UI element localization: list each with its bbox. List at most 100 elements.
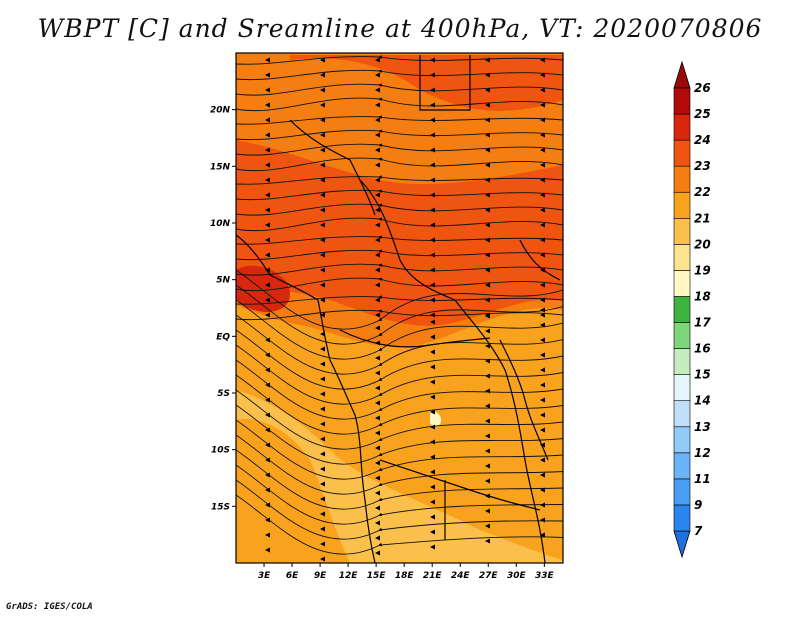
stream-arrow [485, 207, 490, 213]
colorbar-max-triangle [673, 60, 691, 89]
stream-arrow [375, 370, 380, 376]
stream-arrow [485, 102, 490, 108]
stream-arrow [430, 349, 435, 355]
colorbar-label: 21 [694, 211, 711, 225]
stream-arrow [265, 472, 270, 478]
lon-label: 12E [339, 571, 359, 581]
stream-arrow [320, 147, 325, 153]
stream-arrow [265, 237, 270, 243]
colorbar-label: 12 [694, 446, 711, 460]
stream-arrow [320, 87, 325, 93]
stream-arrow [265, 412, 270, 418]
stream-arrow [320, 466, 325, 472]
stream-arrow [320, 192, 325, 198]
stream-arrow [375, 490, 380, 496]
stream-arrow [265, 132, 270, 138]
streamline [236, 277, 563, 292]
stream-arrow [485, 433, 490, 439]
stream-arrow [265, 367, 270, 373]
stream-arrow [540, 442, 545, 448]
stream-arrow [375, 252, 380, 258]
stream-arrow [430, 484, 435, 490]
stream-arrow [485, 508, 490, 514]
colorbar-bin [673, 165, 691, 193]
latitude-axis: 20N 15N 10N 5N EQ 5S 10S 15S [210, 106, 236, 512]
colorbar-label: 20 [694, 237, 711, 251]
stream-arrow [375, 312, 380, 318]
stream-arrow [430, 529, 435, 535]
stream-arrow [265, 312, 270, 318]
colorbar-bin [673, 217, 691, 245]
lat-label: 20N [210, 106, 231, 116]
stream-arrow [540, 282, 545, 288]
stream-arrow [375, 505, 380, 511]
streamline [236, 329, 563, 390]
stream-arrow [265, 532, 270, 538]
stream-arrow [265, 297, 270, 303]
stream-arrow [265, 117, 270, 123]
longitude-axis: 3E 6E 9E 12E 15E 18E 21E 24E 27E 30E 33E [258, 563, 554, 581]
stream-arrow [375, 297, 380, 303]
stream-arrow [375, 550, 380, 556]
stream-arrow [430, 319, 435, 325]
wbpt-field-19 [430, 411, 442, 427]
stream-arrow [540, 307, 545, 313]
stream-arrow [375, 207, 380, 213]
stream-arrow [430, 282, 435, 288]
wbpt-field-23-north [290, 55, 563, 111]
stream-arrow [375, 267, 380, 273]
stream-arrow [485, 132, 490, 138]
streamline [236, 359, 563, 420]
colorbar-bin [673, 426, 691, 454]
streamlines [236, 55, 563, 563]
lat-label: 5N [216, 276, 230, 286]
stream-arrow [485, 252, 490, 258]
streamline [236, 217, 563, 232]
colorbar-label: 16 [694, 342, 711, 356]
colorbar-bin [673, 504, 691, 532]
stream-arrow [265, 207, 270, 213]
stream-arrow [430, 514, 435, 520]
stream-arrow [485, 72, 490, 78]
streamline [236, 235, 563, 245]
stream-arrow [540, 397, 545, 403]
streamline [236, 309, 563, 321]
stream-arrow [485, 463, 490, 469]
stream-arrow [375, 57, 380, 63]
stream-arrow [320, 132, 325, 138]
stream-arrow [265, 457, 270, 463]
stream-arrow [430, 162, 435, 168]
stream-arrow [540, 267, 545, 273]
stream-arrow [320, 481, 325, 487]
colorbar-label: 14 [694, 394, 711, 408]
stream-arrow [320, 102, 325, 108]
colorbar-bin [673, 348, 691, 375]
stream-arrow [320, 421, 325, 427]
stream-arrow [485, 297, 490, 303]
stream-arrow [320, 346, 325, 352]
lat-label: 10N [210, 219, 231, 229]
colorbar-label: 18 [694, 289, 711, 303]
colorbar-label: 9 [694, 498, 702, 512]
country-borders [236, 55, 561, 563]
stream-arrow [265, 282, 270, 288]
stream-arrow [485, 147, 490, 153]
colorbar-label: 13 [694, 420, 711, 434]
map-panel [236, 53, 563, 563]
stream-arrow [430, 499, 435, 505]
streamline [236, 269, 563, 330]
streamline [236, 203, 563, 216]
stream-arrow [375, 325, 380, 331]
streamline [236, 55, 563, 65]
wbpt-field-23 [236, 140, 563, 326]
stream-arrow [430, 334, 435, 340]
stream-arrow [540, 487, 545, 493]
stream-arrow [430, 207, 435, 213]
stream-arrow [540, 517, 545, 523]
lon-label: 24E [451, 571, 471, 581]
stream-arrow [375, 117, 380, 123]
stream-arrow [540, 162, 545, 168]
streamline [236, 157, 563, 172]
colorbar-label: 22 [694, 185, 711, 199]
stream-arrow [430, 102, 435, 108]
